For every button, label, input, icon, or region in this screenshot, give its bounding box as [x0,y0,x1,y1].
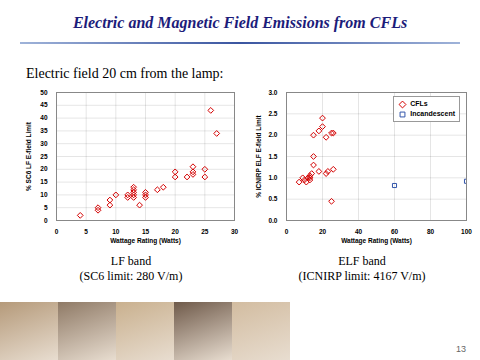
svg-text:1.5: 1.5 [268,153,277,160]
svg-text:60: 60 [391,228,399,235]
svg-text:25: 25 [201,228,209,235]
svg-text:20: 20 [172,228,180,235]
svg-text:Wattage Rating (Watts): Wattage Rating (Watts) [110,237,181,245]
html-text:Electric field 20 cm from the: Electric field 20 cm from the lamp: [26,66,224,81]
svg-text:10: 10 [112,228,120,235]
svg-text:0.0: 0.0 [268,217,277,224]
svg-text:Wattage Rating (Watts): Wattage Rating (Watts) [341,237,412,245]
svg-text:2.5: 2.5 [268,110,277,117]
svg-text:0: 0 [44,217,48,224]
svg-text:80: 80 [427,228,435,235]
svg-text:% SC6 LF E-field Limit: % SC6 LF E-field Limit [25,121,32,191]
svg-text:25: 25 [40,153,48,160]
svg-text:35: 35 [40,127,48,134]
svg-text:15: 15 [142,228,150,235]
svg-text:0: 0 [285,228,289,235]
svg-text:0: 0 [55,228,59,235]
svg-text:50: 50 [40,89,48,96]
html-text:LF band: LF band [110,254,152,268]
svg-text:5: 5 [84,228,88,235]
svg-text:1.0: 1.0 [268,174,277,181]
html-text:ELF band: ELF band [338,254,386,268]
svg-text:20: 20 [40,165,48,172]
svg-text:20: 20 [319,228,327,235]
html-text:Electric and Magnetic Field Em: Electric and Magnetic Field Emissions fr… [72,14,408,31]
svg-text:5: 5 [44,204,48,211]
svg-text:% ICNIRP ELF E-field Limit: % ICNIRP ELF E-field Limit [255,114,262,197]
svg-text:100: 100 [461,228,472,235]
svg-text:30: 30 [231,228,239,235]
svg-text:0.5: 0.5 [268,195,277,202]
html-text:Incandescent: Incandescent [410,110,455,117]
svg-text:15: 15 [40,178,48,185]
html-text:CFLs: CFLs [410,100,428,107]
svg-text:3.0: 3.0 [268,89,277,96]
svg-text:10: 10 [40,191,48,198]
svg-text:40: 40 [355,228,363,235]
svg-text:2.0: 2.0 [268,131,277,138]
html-text:(ICNIRP limit: 4167 V/m): (ICNIRP limit: 4167 V/m) [298,269,426,283]
html-text:(SC6 limit: 280 V/m): (SC6 limit: 280 V/m) [79,269,183,283]
svg-text:45: 45 [40,101,48,108]
svg-text:30: 30 [40,140,48,147]
html-text:13: 13 [456,344,466,354]
svg-text:40: 40 [40,114,48,121]
